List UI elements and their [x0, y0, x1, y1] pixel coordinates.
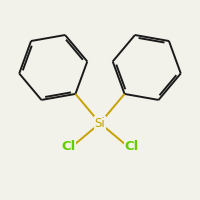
Text: Si: Si [95, 117, 105, 130]
Text: Cl: Cl [125, 140, 139, 153]
Text: Cl: Cl [61, 140, 75, 153]
